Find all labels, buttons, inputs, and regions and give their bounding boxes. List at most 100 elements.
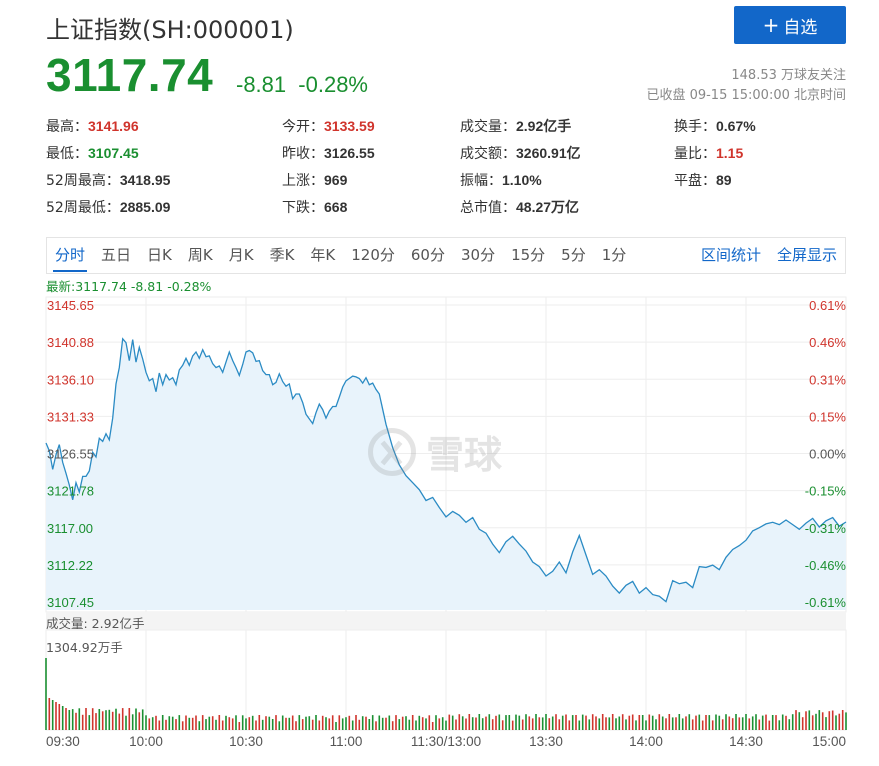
stat-value: 2.92亿手: [516, 118, 572, 134]
volume-bar: [718, 715, 721, 730]
volume-bar: [731, 718, 734, 730]
volume-bar: [831, 710, 834, 730]
tab-12[interactable]: 1分: [601, 246, 627, 264]
tab-8[interactable]: 60分: [410, 246, 445, 264]
volume-bar: [805, 711, 807, 730]
tab-9[interactable]: 30分: [460, 246, 496, 264]
volume-bar: [45, 658, 47, 730]
tab-7[interactable]: 120分: [351, 246, 395, 264]
tab-5[interactable]: 季K: [269, 246, 295, 264]
y-tick-label-left: 3107.45: [47, 595, 94, 610]
stat-label: 总市值：: [460, 200, 516, 216]
stat-value: 3133.59: [324, 118, 375, 134]
volume-bar: [365, 716, 367, 730]
volume-bar: [681, 718, 684, 730]
market-status: 已收盘 09-15 15:00:00 北京时间: [646, 88, 846, 103]
volume-bar: [655, 719, 657, 730]
volume-bar: [625, 719, 627, 730]
x-tick-label: 11:00: [330, 734, 363, 749]
followers-count: 148.53 万球友关注: [731, 68, 846, 83]
volume-bar: [825, 717, 827, 730]
add-watchlist-button[interactable]: + 自选: [734, 6, 846, 44]
tab-2[interactable]: 日K: [147, 246, 172, 264]
volume-bar: [448, 714, 451, 730]
volume-bar: [461, 716, 464, 730]
volume-bar: [251, 715, 254, 730]
volume-bar: [445, 720, 447, 730]
volume-bar: [165, 719, 167, 730]
volume-bar: [685, 716, 687, 730]
stat-item: 换手：0.67%: [674, 116, 756, 136]
y-tick-label-right: 0.31%: [809, 372, 846, 387]
volume-bar: [335, 722, 337, 730]
volume-bar: [571, 715, 574, 730]
volume-bar: [315, 715, 317, 730]
watermark: 雪球: [368, 424, 502, 479]
tab-0[interactable]: 分时: [47, 237, 93, 274]
volume-bar: [598, 718, 601, 730]
volume-bar: [605, 717, 607, 730]
tab-11[interactable]: 5分: [561, 246, 586, 264]
x-tick-label: 09:30: [46, 734, 80, 749]
volume-bar: [751, 716, 754, 730]
stat-value: 0.67%: [716, 118, 756, 134]
volume-bar: [498, 714, 501, 730]
volume-bar: [278, 721, 281, 730]
range-stats-link[interactable]: 区间统计: [700, 246, 761, 264]
stat-label: 平盘：: [674, 173, 716, 189]
volume-bar: [321, 715, 324, 730]
volume-bar: [518, 715, 521, 730]
volume-bar: [561, 715, 564, 730]
volume-bar: [185, 715, 187, 730]
tab-4[interactable]: 月K: [228, 246, 254, 264]
volume-bar: [211, 716, 214, 730]
volume-bar: [608, 717, 611, 730]
volume-bar: [821, 712, 824, 730]
stat-value: 89: [716, 172, 732, 188]
volume-bar: [645, 720, 647, 730]
volume-bar: [125, 715, 127, 730]
volume-bar: [215, 719, 217, 730]
stat-label: 下跌：: [282, 200, 324, 216]
volume-bar: [401, 716, 404, 730]
volume-bar: [331, 715, 334, 730]
volume-bar: [378, 715, 381, 730]
volume-bar: [781, 714, 784, 730]
volume-bar: [181, 721, 184, 730]
fullscreen-link[interactable]: 全屏显示: [776, 246, 837, 264]
volume-bar: [711, 720, 714, 730]
tab-10[interactable]: 15分: [511, 246, 546, 264]
volume-bar: [748, 718, 751, 730]
stat-item: 量比：1.15: [674, 143, 743, 163]
volume-bar: [305, 716, 307, 730]
volume-bar: [371, 715, 374, 730]
stat-item: 最低：3107.45: [46, 143, 139, 163]
volume-bar: [641, 715, 644, 730]
volume-bar: [438, 718, 441, 730]
stat-value: 3418.95: [119, 172, 171, 188]
volume-bar: [98, 709, 101, 730]
tab-1[interactable]: 五日: [101, 246, 132, 264]
volume-bar: [615, 718, 617, 730]
volume-bar: [81, 714, 84, 730]
volume-bar: [728, 716, 731, 730]
volume-bar: [568, 720, 571, 730]
tab-6[interactable]: 年K: [310, 246, 336, 264]
add-watchlist-label: 自选: [783, 17, 818, 38]
stat-label: 52周最高：: [46, 173, 120, 189]
volume-bar: [795, 710, 797, 730]
volume-bar: [511, 720, 514, 730]
volume-bar: [128, 708, 131, 730]
volume-bar: [58, 704, 61, 730]
volume-bar: [725, 714, 727, 730]
tab-3[interactable]: 周K: [187, 246, 213, 264]
volume-bar: [451, 715, 454, 730]
volume-bar: [235, 715, 237, 730]
volume-bar: [141, 709, 144, 730]
volume-bar: [198, 721, 201, 730]
stat-label: 振幅：: [460, 173, 502, 189]
volume-bar: [635, 720, 637, 730]
y-tick-label-right: -0.46%: [805, 558, 847, 573]
volume-bar: [621, 714, 624, 730]
volume-bar: [845, 712, 847, 730]
